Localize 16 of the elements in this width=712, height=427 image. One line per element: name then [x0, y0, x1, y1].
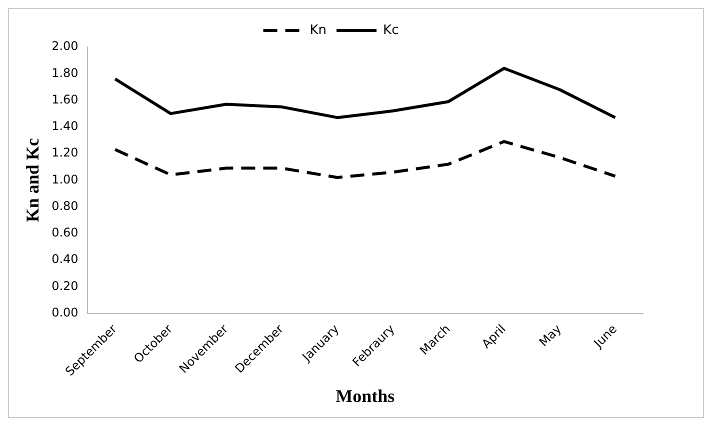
- y-tick-label: 0.80: [52, 198, 78, 213]
- y-tick-label: 1.00: [52, 172, 78, 186]
- legend-label: Kc: [383, 22, 399, 38]
- y-tick-label: 1.20: [52, 146, 78, 160]
- y-tick-label: 0.20: [52, 278, 78, 293]
- y-axis-title: Kn and Kc: [22, 138, 42, 222]
- y-tick-label: 0.00: [52, 305, 78, 320]
- y-tick-label: 2.00: [52, 39, 78, 54]
- y-tick-label: 1.60: [52, 92, 78, 106]
- legend-label: Kn: [310, 22, 327, 38]
- y-tick-label: 0.40: [52, 252, 78, 266]
- y-tick-label: 1.80: [52, 66, 78, 80]
- line-series: [114, 140, 617, 179]
- y-tick-label: 1.40: [52, 119, 78, 134]
- y-tick-label: 0.60: [52, 226, 78, 240]
- x-axis-title: Months: [336, 386, 395, 406]
